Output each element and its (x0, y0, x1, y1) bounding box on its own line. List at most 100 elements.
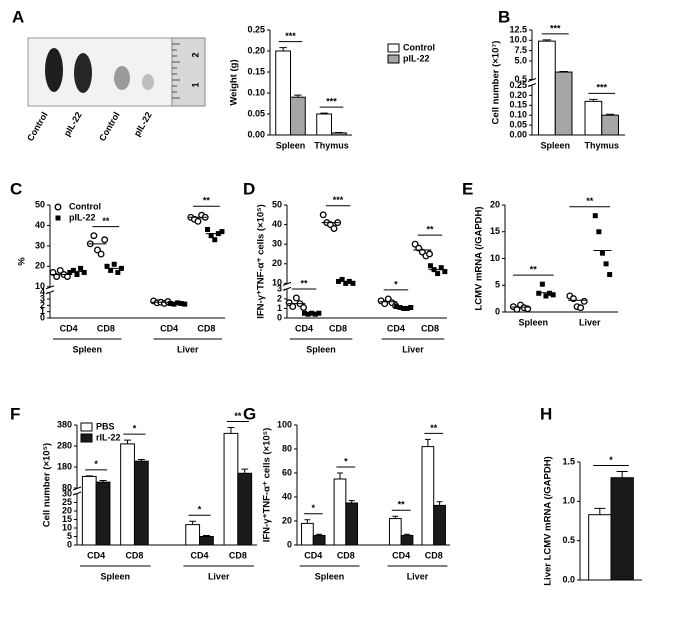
photo (27, 37, 206, 107)
y-tick-label: 1 (277, 303, 282, 313)
axis-break (45, 290, 55, 295)
error-bar (124, 439, 131, 444)
y-tick-label: 0.5 (514, 74, 527, 84)
ruler-ticks (172, 43, 180, 99)
error-bar (227, 427, 235, 434)
legend-label: pIL-22 (403, 53, 430, 63)
point (580, 297, 588, 305)
x-tick-label: CD4 (87, 550, 105, 560)
point (182, 301, 188, 307)
error-bar (542, 39, 552, 42)
y-tick-label: 0.20 (247, 45, 265, 55)
x-tick-label: CD4 (60, 323, 78, 333)
group-label: Liver (407, 571, 429, 581)
legend-label: Control (403, 42, 435, 52)
y-axis-title: % (17, 257, 28, 266)
point (381, 300, 389, 308)
group-label: Spleen (306, 344, 336, 354)
y-tick-label: 20 (490, 199, 500, 209)
legend-swatch (80, 422, 93, 432)
bar (290, 96, 306, 136)
bar (95, 481, 111, 546)
y-tick-label: 15 (62, 514, 72, 524)
y-axis-title: LCMV mRNA (/GAPDH) (474, 206, 485, 310)
y-tick-label: 100 (277, 419, 292, 429)
bar (433, 504, 446, 546)
y-tick-label: 3 (40, 293, 45, 303)
bar (610, 477, 634, 581)
significance-label: *** (333, 195, 344, 205)
y-tick-label: 0 (287, 539, 292, 549)
error-bar (304, 519, 311, 524)
significance-label: ** (203, 196, 211, 206)
bar (120, 443, 135, 546)
y-axis-title: IFN-γ⁺TNF-α⁺ cells (×10⁵) (262, 428, 273, 543)
point (393, 304, 399, 310)
spleen-image (74, 53, 92, 93)
bar (275, 50, 291, 136)
x-tick-label: Spleen (540, 140, 570, 150)
significance-label: *** (326, 97, 337, 107)
error-bar (616, 470, 628, 478)
significance-label: ** (426, 225, 434, 235)
x-tick-label: CD4 (304, 550, 322, 560)
y-tick-label: 10.0 (509, 35, 527, 45)
bar (554, 71, 573, 136)
significance-label: ** (301, 278, 309, 288)
point (596, 229, 602, 235)
point (577, 304, 585, 312)
error-bar (559, 70, 568, 73)
group-label: Spleen (101, 571, 131, 581)
legend-swatch (80, 433, 93, 443)
point (101, 236, 109, 244)
y-tick-label: 3 (277, 284, 282, 294)
point (438, 265, 444, 271)
y-tick-label: 40 (272, 219, 282, 229)
y-tick-label: 50 (35, 199, 45, 209)
significance-label: * (133, 423, 137, 433)
bar (421, 446, 435, 546)
x-tick-label: Thymus (314, 140, 349, 150)
y-tick-label: 5 (67, 531, 72, 541)
significance-label: ** (530, 265, 538, 275)
point (194, 217, 202, 225)
panel-letter: A (12, 7, 24, 26)
y-tick-label: 10 (62, 522, 72, 532)
significance-label: ** (234, 411, 242, 421)
error-bar (605, 113, 615, 116)
error-bar (436, 501, 443, 506)
error-bar (589, 98, 598, 102)
bar (584, 100, 603, 136)
axis-break (72, 491, 82, 496)
point (171, 301, 177, 307)
y-axis-title: IFN-γ⁺TNF-α⁺ cells (×10⁵) (256, 204, 267, 319)
point (111, 261, 117, 267)
error-bar (137, 458, 145, 462)
error-bar (279, 47, 287, 51)
significance-label: ** (102, 216, 110, 226)
point (53, 273, 61, 280)
significance-label: ** (430, 423, 438, 433)
y-axis-title: Liver LCMV mRNA (/GAPDH) (543, 456, 554, 586)
point (599, 250, 605, 256)
photo-label: pIL-22 (62, 110, 84, 138)
bar (333, 478, 347, 546)
axis-break (282, 281, 292, 286)
x-tick-label: Spleen (518, 317, 548, 327)
point (550, 292, 556, 298)
x-tick-label: CD4 (191, 550, 209, 560)
y-tick-label: 1.5 (562, 456, 575, 466)
point (539, 281, 545, 287)
y-tick-label: 0.10 (247, 87, 265, 97)
axis-break (527, 83, 537, 87)
photo-label: pIL-22 (132, 110, 154, 138)
legend-label: pIL-22 (69, 212, 96, 222)
y-tick-label: 30 (272, 239, 282, 249)
bar (388, 518, 402, 546)
axis-break (282, 286, 292, 291)
point (219, 229, 225, 235)
point (426, 250, 433, 258)
error-bar (404, 533, 410, 536)
y-tick-label: 0.20 (509, 90, 527, 100)
y-tick-label: 0.25 (247, 24, 265, 34)
